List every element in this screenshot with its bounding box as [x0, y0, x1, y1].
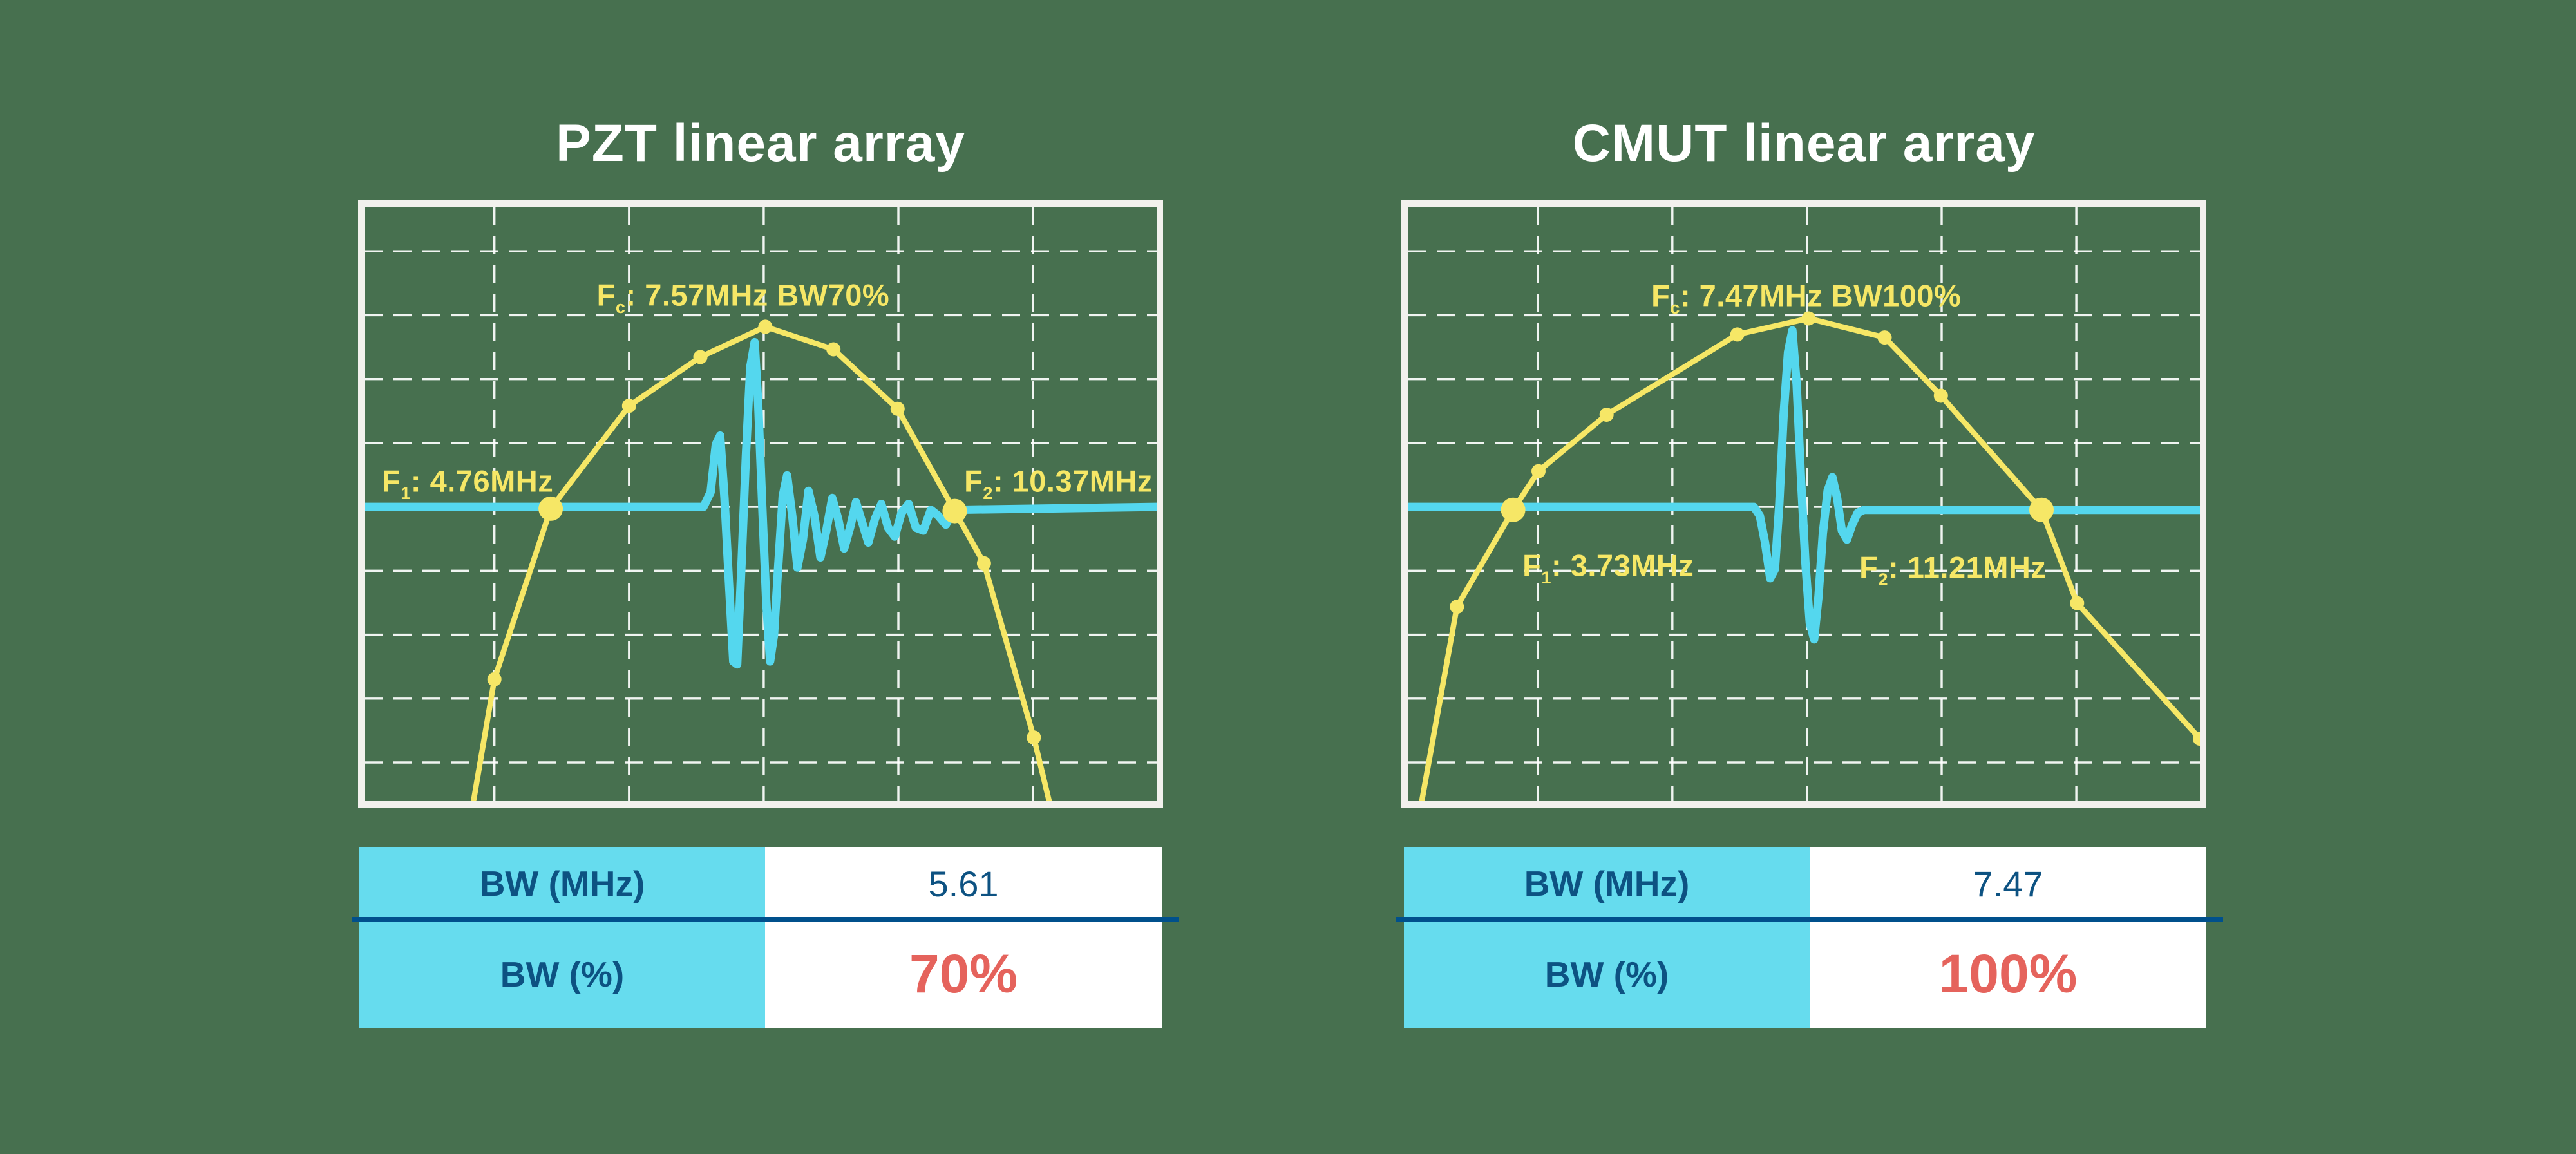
crossing-point-dot: [1501, 497, 1526, 522]
data-point-dot: [487, 672, 502, 686]
data-point-dot: [2070, 596, 2085, 610]
data-point-dot: [758, 319, 773, 334]
bw-pct-label-cell: BW (%): [359, 920, 765, 1028]
bw-pct-label-cell: BW (%): [1404, 920, 1810, 1028]
bw-mhz-value-cell: 7.47: [1973, 863, 2043, 904]
cmut-panel-title: CMUT linear array: [1572, 114, 2036, 173]
data-point-dot: [1933, 388, 1948, 403]
chart-canvas: [1408, 207, 2200, 801]
data-point-dot: [1877, 330, 1892, 345]
f2-annotation: F2: 11.21MHz: [1859, 550, 2047, 590]
table-row: BW (%) 70%: [359, 920, 1162, 1028]
f2-annotation: F2: 10.37MHz: [964, 464, 1153, 504]
data-point-dot: [1531, 464, 1546, 478]
pzt-panel-title: PZT linear array: [556, 114, 965, 173]
bw-pct-value-cell: 100%: [1938, 943, 2078, 1004]
data-point-dot: [826, 342, 841, 357]
cmut-bw-table: BW (MHz) 7.47 BW (%) 100%: [1396, 847, 2223, 1028]
bw-mhz-label-cell: BW (MHz): [1404, 847, 1810, 920]
data-point-dot: [621, 399, 636, 413]
cmut-chart: Fc: 7.47MHz BW100% F1: 3.73MHz F2: 11.21…: [1401, 200, 2206, 808]
table-row: BW (%) 100%: [1404, 920, 2206, 1028]
data-point-dot: [890, 401, 905, 416]
crossing-point-dot: [942, 498, 967, 524]
pulse-waveform: [1408, 326, 2200, 644]
f1-annotation: F1: 3.73MHz: [1522, 548, 1694, 587]
pzt-chart: Fc: 7.57MHz BW70% F1: 4.76MHz F2: 10.37M…: [358, 200, 1163, 808]
bw-pct-value-cell: 70%: [909, 943, 1018, 1004]
crossing-point-dot: [2029, 497, 2054, 522]
fc-annotation: Fc: 7.47MHz BW100%: [1651, 278, 1962, 318]
data-point-dot: [1027, 730, 1041, 745]
data-point-dot: [1599, 408, 1614, 422]
bw-mhz-label-cell: BW (MHz): [359, 847, 765, 920]
bw-mhz-value-cell: 5.61: [928, 863, 999, 904]
chart-canvas: [365, 207, 1157, 801]
crossing-point-dot: [538, 496, 564, 521]
table-row: BW (MHz) 5.61: [359, 847, 1162, 920]
table-row-divider: [352, 917, 1179, 922]
f1-annotation: F1: 4.76MHz: [382, 464, 554, 504]
data-point-dot: [976, 556, 991, 571]
data-point-dot: [693, 350, 708, 364]
spectrum-curve: [470, 324, 1052, 801]
data-point-dot: [1730, 327, 1745, 342]
data-point-dot: [1801, 311, 1816, 326]
spectrum-curve: [1419, 316, 2200, 801]
data-point-dot: [1450, 600, 1464, 614]
pzt-bw-table: BW (MHz) 5.61 BW (%) 70%: [352, 847, 1179, 1028]
table-row-divider: [1396, 917, 2223, 922]
table-row: BW (MHz) 7.47: [1404, 847, 2206, 920]
fc-annotation: Fc: 7.57MHz BW70%: [596, 278, 890, 317]
data-point-dot: [2193, 732, 2200, 746]
pulse-waveform: [365, 337, 1157, 669]
